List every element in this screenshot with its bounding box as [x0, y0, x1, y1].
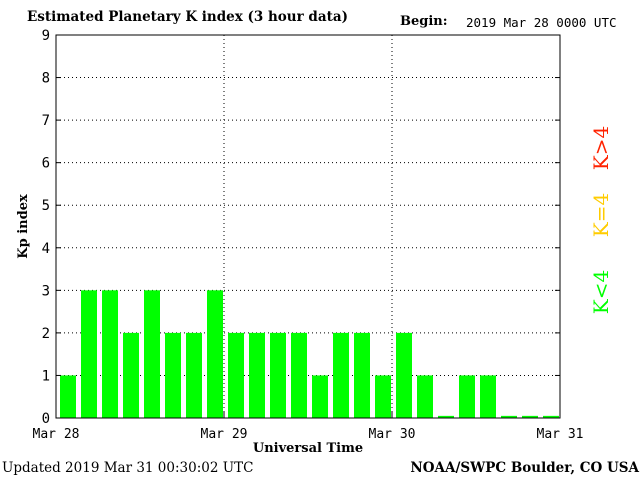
plot-frame [55, 34, 561, 419]
kp-bar [291, 332, 307, 418]
y-tick-label: 4 [42, 241, 50, 257]
kp-bar [60, 375, 76, 418]
kp-bar [144, 290, 160, 418]
y-tick-labels: 0 1 2 3 4 5 6 7 8 9 [42, 28, 50, 427]
credit-label: NOAA/SWPC Boulder, CO USA [410, 460, 639, 476]
y-tick-label: 9 [42, 28, 50, 44]
kp-bar [480, 375, 496, 418]
kp-bar [102, 290, 118, 418]
bars [60, 290, 559, 418]
y-tick-label: 3 [42, 283, 50, 299]
x-axis-title: Universal Time [253, 441, 363, 456]
kp-bar [396, 332, 412, 418]
kp-bar [501, 415, 517, 418]
legend-entry: K=4 [589, 193, 613, 237]
x-tick-labels: Mar 28 Mar 29 Mar 30 Mar 31 [33, 427, 584, 442]
kp-bar [417, 375, 433, 418]
x-tick-label: Mar 28 [33, 427, 80, 442]
legend-entry: K>4 [589, 126, 613, 170]
y-axis-title: Kp index [16, 194, 31, 259]
kp-bar [270, 332, 286, 418]
kp-bar [165, 332, 181, 418]
kp-bar [186, 332, 202, 418]
kp-bar [375, 375, 391, 418]
kp-bar [543, 415, 559, 418]
grid [56, 35, 560, 418]
kp-bar [522, 415, 538, 418]
kp-bar [438, 415, 454, 418]
y-tick-label: 0 [42, 411, 50, 427]
kp-bar [207, 290, 223, 418]
kp-bar [312, 375, 328, 418]
y-tick-label: 1 [42, 368, 50, 384]
y-tick-label: 5 [42, 198, 50, 214]
chart-title: Estimated Planetary K index (3 hour data… [27, 9, 348, 25]
y-tick-label: 2 [42, 326, 50, 342]
kp-bar [123, 332, 139, 418]
legend-entry: K<4 [589, 270, 613, 314]
kp-bar [333, 332, 349, 418]
legend: K>4 K=4 K<4 [589, 126, 613, 314]
kp-bar [81, 290, 97, 418]
axis-ticks [55, 34, 561, 419]
x-tick-label: Mar 31 [537, 427, 584, 442]
x-tick-label: Mar 30 [369, 427, 416, 442]
kp-bar [459, 375, 475, 418]
y-tick-label: 7 [42, 113, 50, 129]
kp-bar [249, 332, 265, 418]
begin-label: Begin: [400, 14, 448, 29]
y-tick-label: 6 [42, 156, 50, 172]
kp-bar [354, 332, 370, 418]
y-tick-label: 8 [42, 71, 50, 87]
x-tick-label: Mar 29 [201, 427, 248, 442]
updated-timestamp: Updated 2019 Mar 31 00:30:02 UTC [2, 460, 254, 476]
kp-bar [228, 332, 244, 418]
begin-value: 2019 Mar 28 0000 UTC [466, 15, 617, 30]
